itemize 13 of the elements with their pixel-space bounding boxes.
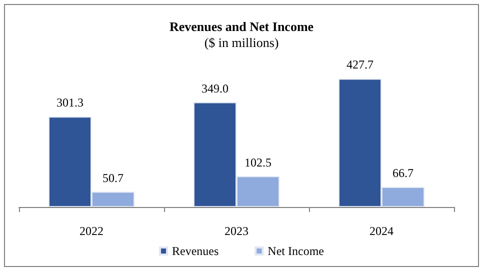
data-label: 66.7: [392, 166, 414, 180]
x-tick-label: 2024: [370, 224, 394, 238]
x-tick-label: 2022: [80, 224, 104, 238]
legend-label: Revenues: [172, 244, 219, 258]
legend-label: Net Income: [268, 244, 324, 258]
chart-title: Revenues and Net Income: [169, 19, 314, 34]
x-tick-label: 2023: [224, 224, 248, 238]
data-label: 349.0: [202, 81, 228, 96]
data-label: 50.7: [102, 170, 124, 185]
data-label: 102.5: [244, 155, 272, 170]
data-label: 427.7: [346, 58, 374, 72]
data-label: 301.3: [56, 96, 84, 110]
chart-subtitle: ($ in millions): [204, 35, 279, 50]
